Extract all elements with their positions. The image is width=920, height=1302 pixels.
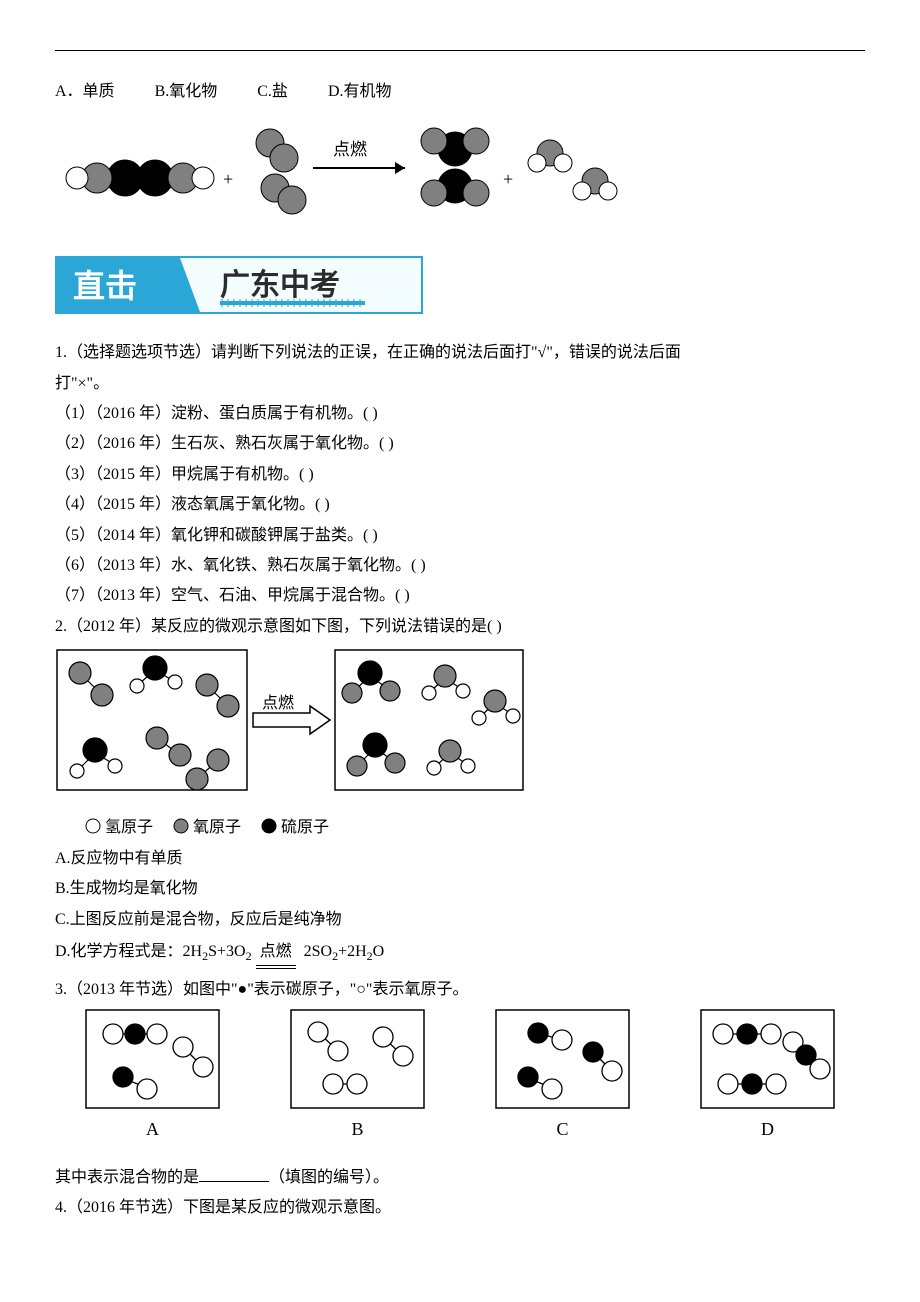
d-arrow: 点燃 [260,943,292,960]
q2-legend: 氢原子 氧原子 硫原子 [85,815,865,841]
q3-label-d: D [700,1115,835,1145]
q1-item-2: （2）（2016 年）生石灰、熟石灰属于氧化物。( ) [55,431,865,457]
q3-label-a: A [85,1115,220,1145]
arrow-label-1: 点燃 [333,140,367,159]
q1-item-3: （3）（2015 年）甲烷属于有机物。( ) [55,462,865,488]
q1-stem-a: 1.（选择题选项节选）请判断下列说法的正误，在正确的说法后面打"√"，错误的说法… [55,340,865,366]
legend-o: 氧原子 [193,819,241,836]
q1-item-4: （4）（2015 年）液态氧属于氧化物。( ) [55,492,865,518]
q3-labels: A B C D [85,1115,865,1145]
plus-1: + [223,169,233,189]
d-s: S+3O [208,943,245,960]
sub2-2: 2 [246,949,252,963]
q2-stem: 2.（2012 年）某反应的微观示意图如下图，下列说法错误的是( ) [55,614,865,640]
banner-tab-text: 直击 [73,268,137,304]
opt-b: B.氧化物 [155,83,218,100]
q2-choice-a: A.反应物中有单质 [55,846,865,872]
banner-title-text: 广东中考 [220,268,340,302]
q3-label-c: C [495,1115,630,1145]
q3-tail: 其中表示混合物的是 （填图的编号）。 [55,1165,865,1191]
q4-stem: 4.（2016 年节选）下图是某反应的微观示意图。 [55,1195,865,1221]
q2-arrow-label: 点燃 [262,694,294,712]
q3-tail-a: 其中表示混合物的是 [55,1169,199,1186]
q3-diagrams [85,1009,865,1109]
q2-diagram: 点燃 [55,648,865,807]
d-h2o: +2H [338,943,367,960]
q1-stem-b: 打"×"。 [55,371,865,397]
reaction-1-diagram: + 点燃 + [55,113,865,232]
opt-d: D.有机物 [328,83,392,100]
q3-stem: 3.（2013 年节选）如图中"●"表示碳原子，"○"表示氧原子。 [55,977,865,1003]
opt-a: A．单质 [55,83,115,100]
plus-2: + [503,169,513,189]
q3-label-b: B [290,1115,425,1145]
d-prefix: D.化学方程式是：2H [55,943,202,960]
q3-box-d [700,1009,835,1109]
q1-item-7: （7）（2013 年）空气、石油、甲烷属于混合物。( ) [55,583,865,609]
q3-blank [199,1167,269,1182]
q3-box-c [495,1009,630,1109]
d-so2: 2SO [304,943,332,960]
zhiji-banner: 直击 广东中考 [55,251,865,330]
q1-item-1: （1）（2016 年）淀粉、蛋白质属于有机物。( ) [55,401,865,427]
q2-choice-c: C.上图反应前是混合物，反应后是纯净物 [55,907,865,933]
d-o: O [373,943,385,960]
q3-box-b [290,1009,425,1109]
q1-item-6: （6）（2013 年）水、氧化铁、熟石灰属于氧化物。( ) [55,553,865,579]
legend-h: 氢原子 [105,819,153,836]
q2-choice-d: D.化学方程式是：2H2S+3O2 点燃 2SO2+2H2O [55,939,865,967]
q3-box-a [85,1009,220,1109]
opt-c: C.盐 [257,83,288,100]
top-divider [55,50,865,51]
q1-item-5: （5）（2014 年）氧化钾和碳酸钾属于盐类。( ) [55,523,865,549]
q3-tail-b: （填图的编号）。 [269,1169,389,1186]
q0-options: A．单质 B.氧化物 C.盐 D.有机物 [55,79,865,105]
q2-choice-b: B.生成物均是氧化物 [55,876,865,902]
legend-s: 硫原子 [281,819,329,836]
